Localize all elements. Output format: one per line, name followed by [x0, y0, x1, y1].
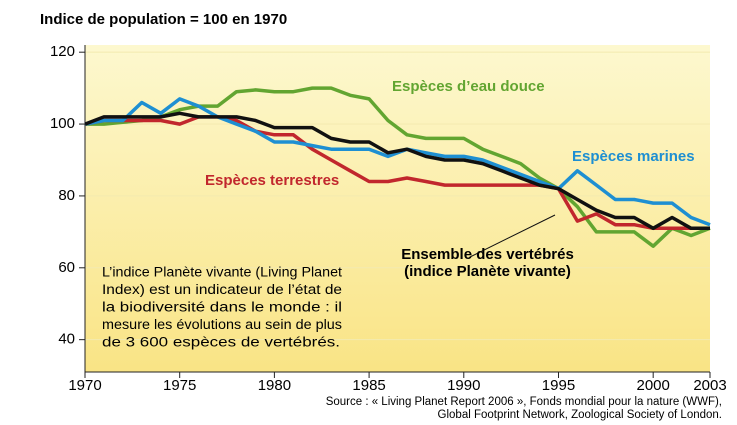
source-text: Source : « Living Planet Report 2006 », …: [326, 396, 722, 408]
series-label: Espèces marines: [572, 148, 695, 165]
series-line: [85, 86, 711, 248]
y-tick-label: 80: [58, 187, 75, 204]
series-label: Espèces d’eau douce: [392, 78, 545, 95]
y-tick-label: 60: [58, 259, 75, 276]
x-tick-label: 2003: [693, 377, 726, 394]
series-label: Espèces terrestres: [205, 172, 340, 189]
x-tick-label: 1970: [68, 377, 101, 394]
x-tick-label: 1985: [352, 377, 385, 394]
source-text: Global Footprint Network, Zoological Soc…: [438, 409, 722, 421]
note-text: Index) est un indicateur de l’état de: [102, 282, 342, 297]
note-text: mesure les évolutions au sein de plus: [102, 317, 342, 332]
x-tick-label: 1975: [163, 377, 196, 394]
y-tick-label: 100: [50, 115, 75, 132]
chart-title: Indice de population = 100 en 1970: [40, 11, 287, 28]
series-line: [84, 115, 710, 231]
x-tick-label: 1980: [258, 377, 291, 394]
note-text: la biodiversité dans le monde : il: [102, 300, 342, 315]
note-text: L’indice Planète vivante (Living Planet: [102, 265, 342, 280]
x-tick-label: 2000: [636, 377, 669, 394]
leader-line: [469, 214, 556, 258]
series-line: [84, 97, 711, 227]
x-tick-label: 1995: [542, 377, 575, 394]
plot-area: [85, 45, 710, 372]
x-tick-label: 1990: [447, 377, 480, 394]
y-tick-label: 40: [58, 331, 75, 348]
note-text: de 3 600 espèces de vertébrés.: [102, 335, 340, 350]
series-label: Ensemble des vertébrés (indice Planète v…: [401, 246, 574, 280]
series-line: [84, 111, 710, 231]
y-tick-label: 120: [50, 43, 75, 60]
